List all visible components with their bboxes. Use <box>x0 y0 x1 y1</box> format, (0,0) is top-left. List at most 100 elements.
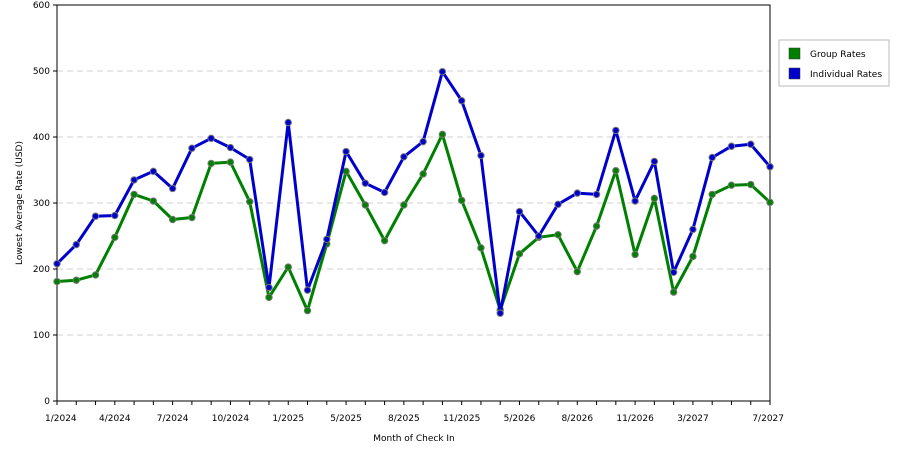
x-tick-label: 8/2026 <box>561 414 593 424</box>
data-point <box>515 207 524 216</box>
data-point <box>708 153 716 162</box>
data-point <box>438 67 447 76</box>
x-tick-label: 1/2025 <box>272 414 304 424</box>
grid-lines <box>57 70 770 336</box>
data-point <box>303 306 312 315</box>
data-point <box>246 155 254 164</box>
legend-swatch <box>788 67 801 80</box>
data-point <box>72 240 80 249</box>
data-point <box>53 260 61 268</box>
data-point <box>766 163 774 171</box>
data-point <box>53 277 61 286</box>
data-point <box>303 286 312 294</box>
data-point <box>631 250 639 259</box>
data-point <box>515 250 524 258</box>
data-point <box>419 137 427 146</box>
data-point <box>554 230 562 239</box>
data-point <box>284 263 292 271</box>
data-point <box>207 159 215 168</box>
data-point <box>207 134 215 143</box>
data-point <box>457 97 466 105</box>
data-point <box>91 212 100 220</box>
data-point <box>457 196 466 205</box>
y-tick-label: 100 <box>33 331 50 341</box>
data-point <box>592 222 601 230</box>
data-point <box>265 283 273 292</box>
data-point <box>130 190 138 199</box>
data-point <box>689 252 697 261</box>
y-tick-label: 400 <box>33 133 50 143</box>
x-tick-label: 5/2025 <box>330 414 362 424</box>
data-point <box>149 197 158 205</box>
y-tick-label: 200 <box>33 265 50 275</box>
data-point <box>188 144 196 152</box>
data-point <box>554 200 562 209</box>
legend: Group Rates Individual Rates <box>778 39 890 87</box>
data-point <box>747 180 755 189</box>
data-point <box>438 130 447 139</box>
y-tick-label: 300 <box>33 199 50 209</box>
data-point <box>380 236 389 245</box>
data-point <box>592 190 601 199</box>
data-point <box>342 167 350 176</box>
data-point <box>419 170 427 178</box>
data-point <box>496 309 504 317</box>
x-tick-label: 3/2027 <box>677 414 709 424</box>
data-point <box>669 288 678 296</box>
data-point <box>766 198 774 207</box>
data-point <box>708 190 716 199</box>
x-tick-label: 1/2024 <box>45 414 77 424</box>
legend-label: Group Rates <box>810 50 866 60</box>
data-point <box>226 143 235 152</box>
data-point <box>380 188 389 197</box>
data-point <box>323 235 331 244</box>
data-point <box>91 271 100 279</box>
legend-swatch <box>788 47 801 60</box>
data-point <box>573 189 581 197</box>
legend-label: Individual Rates <box>810 70 882 80</box>
data-point <box>477 151 485 160</box>
data-point <box>727 142 736 150</box>
series-line <box>56 132 772 313</box>
data-point <box>650 194 659 203</box>
data-point <box>265 293 273 302</box>
data-point <box>612 166 620 175</box>
x-axis-title: Month of Check In <box>373 434 455 444</box>
data-point <box>188 213 196 222</box>
data-point <box>477 244 485 252</box>
series-group <box>53 67 774 317</box>
data-point <box>284 118 292 127</box>
x-tick-label: 11/2025 <box>443 414 480 424</box>
data-point <box>612 126 620 135</box>
data-point <box>168 184 177 193</box>
data-point <box>226 158 235 166</box>
x-axis: 1/2024 4/2024 7/2024 10/2024 1/2025 5/2025 8/2… <box>45 401 784 424</box>
data-point <box>111 211 119 220</box>
y-tick-label: 0 <box>44 397 50 407</box>
data-point <box>149 167 158 176</box>
x-tick-label: 5/2026 <box>504 414 536 424</box>
y-axis-title: Lowest Average Rate (USD) <box>15 141 25 265</box>
y-tick-label: 500 <box>33 67 50 77</box>
data-point <box>669 268 678 276</box>
data-point <box>727 181 736 189</box>
x-tick-label: 10/2024 <box>212 414 250 424</box>
series-individual-rates <box>53 67 774 317</box>
x-tick-label: 7/2027 <box>752 414 784 424</box>
data-point <box>72 276 80 284</box>
data-point <box>689 225 697 234</box>
data-point <box>400 153 408 161</box>
x-tick-label: 4/2024 <box>99 414 131 424</box>
y-axis: 0 100 200 300 400 500 600 <box>33 1 57 407</box>
data-point <box>631 197 639 205</box>
series-line <box>55 70 772 315</box>
data-point <box>130 176 138 184</box>
x-tick-label: 11/2026 <box>616 414 654 424</box>
data-point <box>111 233 119 242</box>
data-point <box>246 197 254 206</box>
y-tick-label: 600 <box>33 1 50 11</box>
data-point <box>747 140 755 148</box>
data-point <box>573 267 581 276</box>
data-point <box>342 147 350 156</box>
